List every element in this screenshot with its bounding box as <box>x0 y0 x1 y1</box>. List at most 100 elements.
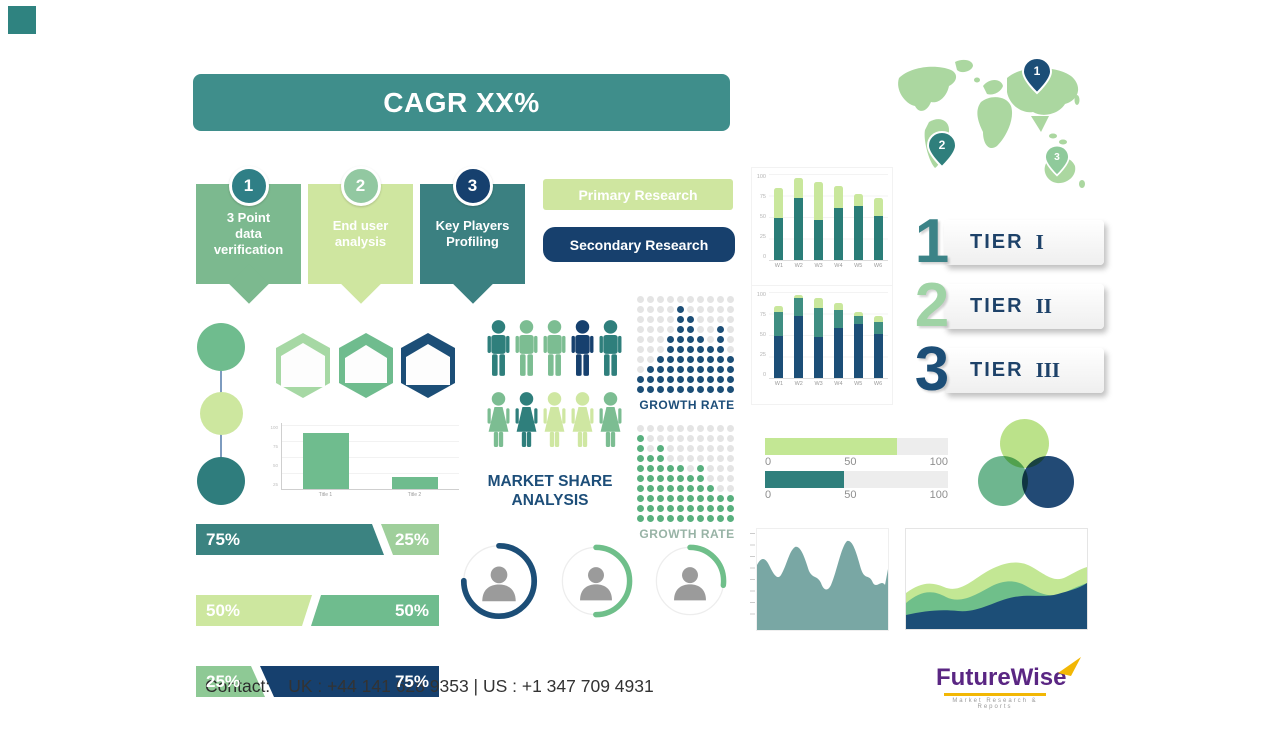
dot <box>667 425 674 432</box>
dot <box>697 435 704 442</box>
dot <box>657 386 664 393</box>
dot <box>707 386 714 393</box>
gauge-ring <box>653 544 727 618</box>
dot <box>707 356 714 363</box>
hexagon-2 <box>339 333 393 398</box>
area-chart-waves <box>906 529 1087 629</box>
dot <box>667 505 674 512</box>
x-tick: W1 <box>774 381 784 387</box>
mini-bar-chart: 100 75 50 25 Title 1 Title 2 <box>263 423 459 501</box>
dot <box>727 455 734 462</box>
stacked-bar-chart-1: 100 75 50 25 0 W1 W2 W3 W4 W5 W6 <box>752 168 892 288</box>
map-pin-1: 1 <box>1021 56 1053 95</box>
dot <box>667 366 674 373</box>
tier-card-1: TIER I <box>944 219 1104 265</box>
dot <box>677 376 684 383</box>
venn-diagram <box>978 419 1094 519</box>
dot <box>647 485 654 492</box>
bar <box>303 432 350 489</box>
tier-row-2: 2 TIER II <box>908 274 1104 338</box>
dot <box>637 505 644 512</box>
bar-segment <box>873 315 883 322</box>
futurewise-logo: FutureWise Market Research & Reports <box>936 657 1082 710</box>
dot <box>647 316 654 323</box>
split-right-label: 50% <box>394 601 429 620</box>
dot <box>697 366 704 373</box>
bar-segment <box>794 298 804 316</box>
people-row-female <box>485 388 624 452</box>
dot <box>647 366 654 373</box>
dot <box>707 475 714 482</box>
bar <box>774 306 784 378</box>
gauge-ring <box>460 542 538 620</box>
dot <box>657 485 664 492</box>
ribbon-badge-1: 1 <box>228 166 269 206</box>
dot <box>677 346 684 353</box>
dot <box>647 475 654 482</box>
ribbon-end-user-analysis: 2 End user analysis <box>308 166 413 304</box>
tier-numeral: I <box>1035 229 1044 254</box>
dot <box>657 366 664 373</box>
pin-icon <box>1044 144 1070 177</box>
slider-scale: 0 50 100 <box>765 489 948 501</box>
bar <box>794 177 804 260</box>
dot <box>697 296 704 303</box>
dot <box>717 495 724 502</box>
split-bar-50-50: 50% 50% <box>196 595 439 626</box>
dot <box>677 306 684 313</box>
dot <box>647 336 654 343</box>
area-chart-mono <box>750 529 888 630</box>
dot <box>717 425 724 432</box>
tier-card-3: TIER III <box>944 347 1104 393</box>
dot <box>687 435 694 442</box>
ribbon-key-players-profiling: 3 Key Players Profiling <box>420 166 525 304</box>
dot <box>677 326 684 333</box>
dot <box>667 346 674 353</box>
bar-segment <box>794 197 804 260</box>
dot <box>637 475 644 482</box>
corner-mark <box>8 6 36 34</box>
tier-list: 1 TIER I 2 TIER II 3 TIER III <box>908 210 1104 402</box>
bar-segment <box>814 307 824 338</box>
dot <box>637 336 644 343</box>
dot <box>697 445 704 452</box>
dot <box>647 306 654 313</box>
dot-grid <box>637 425 737 522</box>
contact-value: UK : +44 141 628 9353 | US : +1 347 709 … <box>288 676 654 696</box>
bar-segment <box>814 220 824 260</box>
x-tick: W5 <box>854 263 863 269</box>
tier-row-3: 3 TIER III <box>908 338 1104 402</box>
split-left-piece <box>196 595 312 626</box>
dot <box>637 386 644 393</box>
dot <box>727 336 734 343</box>
x-tick: W2 <box>794 381 803 387</box>
dot <box>707 445 714 452</box>
bubble-tail <box>555 197 580 222</box>
dot <box>697 465 704 472</box>
dot <box>657 316 664 323</box>
dot <box>657 336 664 343</box>
contact-line: Contact: UK : +44 141 628 9353 | US : +1… <box>205 676 654 697</box>
dot <box>677 356 684 363</box>
dot <box>687 445 694 452</box>
contact-label: Contact: <box>205 676 271 696</box>
dot <box>657 455 664 462</box>
primary-research-label: Primary Research <box>578 186 698 203</box>
dot <box>677 336 684 343</box>
dot <box>727 495 734 502</box>
dot <box>657 356 664 363</box>
tier-number-3: 3 <box>914 335 950 404</box>
progress-slider-2: 0 50 100 <box>765 471 948 501</box>
dot <box>637 356 644 363</box>
dot <box>677 386 684 393</box>
dot <box>677 296 684 303</box>
dot <box>727 515 734 522</box>
bar-segment <box>873 322 883 334</box>
dot <box>657 296 664 303</box>
secondary-research-bubble: Secondary Research <box>543 227 735 275</box>
chain-circle-3 <box>197 457 245 505</box>
dot <box>637 495 644 502</box>
dot <box>637 346 644 353</box>
x-tick: Title 2 <box>407 492 422 498</box>
person-icon <box>515 320 538 376</box>
